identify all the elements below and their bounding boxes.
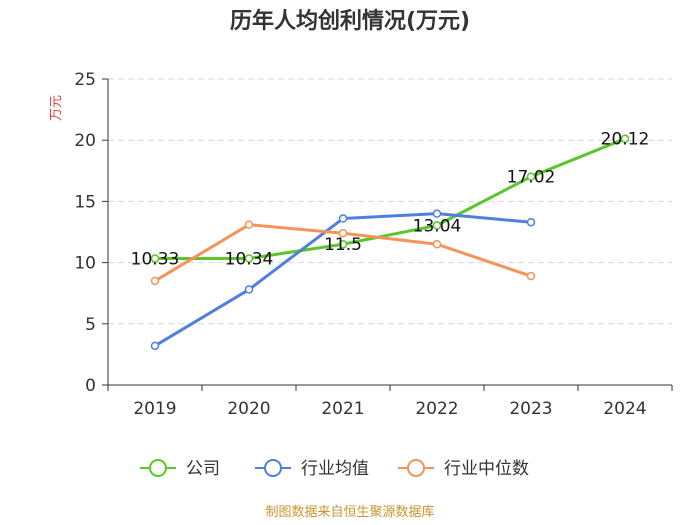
data-point	[526, 217, 536, 227]
legend-marker	[264, 459, 282, 477]
legend-label: 公司	[186, 459, 220, 479]
data-point	[338, 228, 348, 238]
x-tick-label: 2019	[133, 399, 176, 419]
data-point	[432, 209, 442, 218]
y-tick-label: 10	[74, 254, 96, 274]
data-point	[244, 220, 254, 229]
data-label: 11.5	[324, 235, 362, 255]
data-label: 10.34	[225, 249, 274, 269]
data-label: 10.33	[131, 250, 180, 270]
y-tick-label: 15	[74, 192, 96, 212]
y-tick-label: 5	[85, 315, 96, 335]
data-point	[432, 221, 442, 230]
data-point	[620, 134, 630, 143]
grid-lines	[108, 78, 672, 325]
data-point	[338, 214, 348, 223]
y-tick-label: 25	[74, 70, 96, 90]
series-group	[150, 134, 630, 351]
series-line-0	[154, 137, 626, 261]
legend-marker	[149, 459, 167, 477]
y-axis-unit: 万元	[49, 95, 64, 121]
x-tick-label: 2024	[603, 399, 646, 419]
x-tick-label: 2023	[509, 399, 552, 419]
data-label: 17.02	[507, 168, 556, 188]
data-label: 20.12	[601, 130, 650, 150]
data-point	[244, 254, 254, 263]
data-point	[526, 271, 536, 281]
x-tick-label: 2022	[415, 399, 458, 419]
legend: 公司 行业均值 行业中位数	[140, 459, 529, 479]
axes: 0 5 10 15 20 25 2019 2020 2021 2022 2023 2024	[74, 70, 673, 419]
source-note: 制图数据来自恒生聚源数据库	[265, 504, 434, 520]
y-tick-label: 0	[85, 376, 96, 396]
data-point	[338, 239, 348, 249]
data-point	[432, 239, 442, 249]
data-point	[150, 254, 160, 263]
legend-label: 行业均值	[301, 459, 369, 479]
data-labels: 10.33 10.34 11.5 13.04 17.02 20.12	[131, 130, 650, 270]
legend-marker	[407, 459, 425, 477]
x-tick-label: 2020	[227, 399, 270, 419]
x-tick-label: 2021	[321, 399, 364, 419]
data-point	[244, 285, 254, 294]
data-point	[150, 276, 160, 286]
legend-label: 行业中位数	[444, 459, 529, 479]
data-label: 13.04	[413, 216, 462, 236]
data-point	[526, 172, 536, 181]
y-tick-label: 20	[74, 131, 96, 151]
chart-title: 历年人均创利情况(万元)	[230, 8, 470, 34]
data-point	[150, 341, 160, 351]
